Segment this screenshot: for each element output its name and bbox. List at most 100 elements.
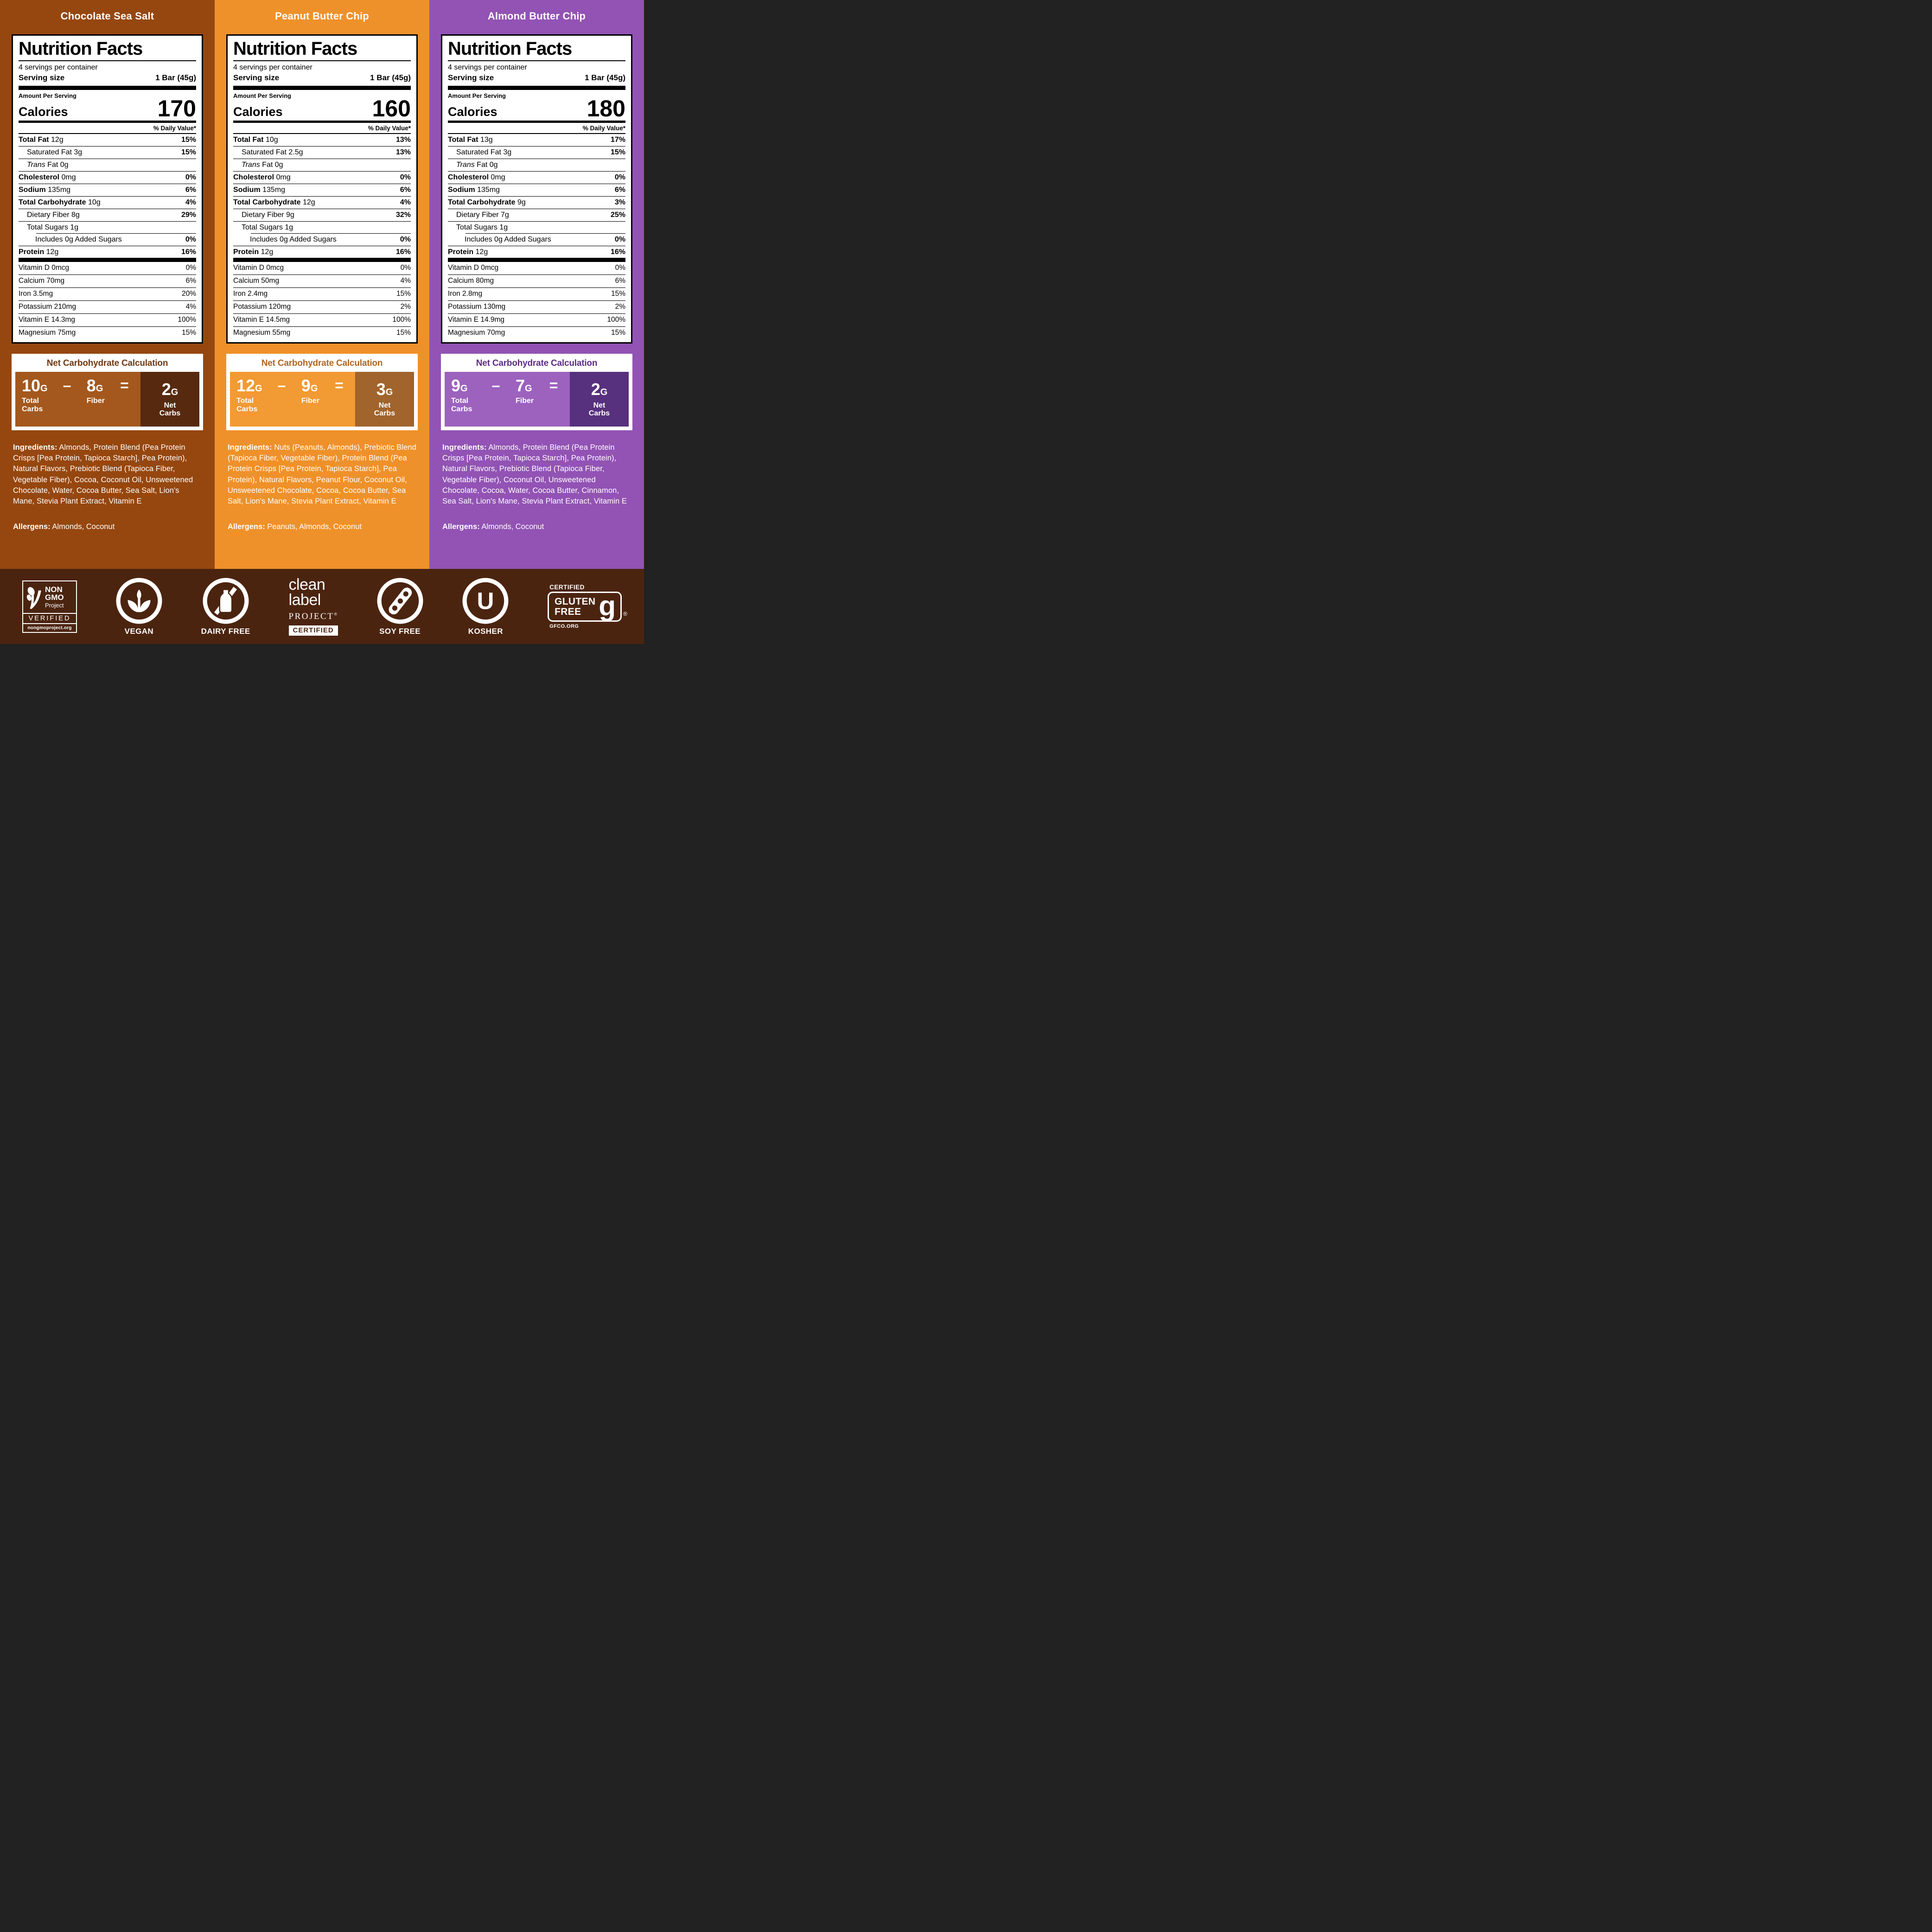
calories-row: Calories 160 xyxy=(233,97,411,121)
gluten-free-registered-mark: ® xyxy=(623,611,627,617)
divider-bar xyxy=(233,120,411,123)
amount-per-serving-label: Amount Per Serving xyxy=(19,92,77,99)
net-carb-box: Net Carbohydrate Calculation 10G – 8G = … xyxy=(12,354,203,431)
fiber-value: 7G xyxy=(515,376,532,395)
calories-label: Calories xyxy=(233,104,283,119)
total-carbs-value: 9G xyxy=(451,376,468,395)
calories-row: Calories 170 xyxy=(19,95,196,121)
gfco-g-icon: g xyxy=(599,590,616,621)
allergens-label: Allergens: xyxy=(228,522,265,531)
amount-per-serving-label: Amount Per Serving xyxy=(233,92,291,99)
ingredients-list: Almonds, Protein Blend (Pea Protein Cris… xyxy=(13,443,193,505)
fiber-value: 8G xyxy=(86,376,103,395)
non-gmo-project-badge: NON GMO Project VERIFIED nongmoproject.o… xyxy=(22,580,77,633)
ingredients-list: Almonds, Protein Blend (Pea Protein Cris… xyxy=(442,443,627,505)
net-carb-title: Net Carbohydrate Calculation xyxy=(46,358,168,369)
nutrient-row: Cholesterol 0mg 0% xyxy=(233,172,411,184)
calories-value: 180 xyxy=(587,95,625,121)
total-carbs-label: Total Carbs xyxy=(236,397,258,413)
micronutrient-row: Vitamin E 14.3mg 100% xyxy=(19,314,196,327)
gluten-free-word2: FREE xyxy=(555,606,581,617)
allergens-list: Almonds, Coconut xyxy=(52,522,115,531)
net-carb-title: Net Carbohydrate Calculation xyxy=(261,358,383,369)
fiber-label: Fiber xyxy=(515,397,534,405)
micronutrient-rows: Vitamin D 0mcg 0% Calcium 80mg 6% Iron 2.8mg… xyxy=(448,262,625,338)
divider-bar xyxy=(19,120,196,123)
divider-bar xyxy=(448,85,625,90)
net-carb-equation: 9G – 7G = Total Carbs Fiber xyxy=(445,372,570,427)
nutrient-row: Cholesterol 0mg 0% xyxy=(19,172,196,184)
calories-value: 170 xyxy=(157,95,196,121)
fiber-label: Fiber xyxy=(301,397,319,405)
nutrient-row: Saturated Fat 3g 15% xyxy=(448,147,625,159)
amount-per-serving-label: Amount Per Serving xyxy=(448,92,506,99)
clean-label-project-text: PROJECT® xyxy=(289,612,338,622)
nutrient-row: Sodium 135mg 6% xyxy=(19,184,196,197)
micronutrient-row: Calcium 80mg 6% xyxy=(448,275,625,288)
nutrition-facts-title: Nutrition Facts xyxy=(19,39,196,61)
micronutrient-row: Vitamin D 0mcg 0% xyxy=(19,262,196,275)
serving-size-value: 1 Bar (45g) xyxy=(155,73,196,82)
calories-row: Calories 180 xyxy=(448,95,625,121)
non-gmo-wordmark: NON GMO Project xyxy=(45,586,64,608)
micronutrient-row: Vitamin E 14.9mg 100% xyxy=(448,314,625,327)
nutrient-row: Total Sugars 1g xyxy=(233,222,411,234)
serving-size-value: 1 Bar (45g) xyxy=(585,73,625,82)
net-carbs-value: 2G xyxy=(161,379,179,399)
micronutrient-row: Vitamin D 0mcg 0% xyxy=(233,262,411,275)
ingredients-label: Ingredients: xyxy=(228,443,272,452)
allergens-label: Allergens: xyxy=(442,522,480,531)
nutrient-row: Protein 12g 16% xyxy=(19,248,196,256)
non-gmo-url-text: nongmoproject.org xyxy=(27,625,72,631)
calories-label: Calories xyxy=(448,104,497,119)
equals-sign: = xyxy=(549,377,558,394)
nutrient-rows: Total Fat 13g 17% Saturated Fat 3g 15% Trans… xyxy=(448,134,625,258)
flavor-panel: Peanut Butter Chip Nutrition Facts 4 ser… xyxy=(215,0,429,569)
nutrient-row: Sodium 135mg 6% xyxy=(448,184,625,197)
nutrient-row: Total Sugars 1g xyxy=(448,222,625,234)
non-gmo-seal: NON GMO Project VERIFIED nongmoproject.o… xyxy=(22,580,77,633)
net-carb-box: Net Carbohydrate Calculation 9G – 7G = T… xyxy=(441,354,632,431)
nutrient-row: Total Carbohydrate 9g 3% xyxy=(448,197,625,209)
nutrient-row: Total Carbohydrate 10g 4% xyxy=(19,197,196,209)
net-carbs-label: Net Carbs xyxy=(588,401,610,418)
equals-sign: = xyxy=(120,377,129,394)
nutrient-row: Dietary Fiber 7g 25% xyxy=(448,209,625,222)
minus-sign: – xyxy=(63,377,71,394)
nutrient-row: Saturated Fat 3g 15% xyxy=(19,147,196,159)
flavor-panel: Chocolate Sea Salt Nutrition Facts 4 ser… xyxy=(0,0,215,569)
nutrient-row: Trans Fat 0g xyxy=(233,159,411,172)
ingredients-label: Ingredients: xyxy=(442,443,487,452)
flavor-panel: Almond Butter Chip Nutrition Facts 4 ser… xyxy=(429,0,644,569)
nutrient-row: Dietary Fiber 8g 29% xyxy=(19,209,196,222)
net-carbs-label: Net Carbs xyxy=(374,401,395,418)
micronutrient-row: Magnesium 55mg 15% xyxy=(233,329,411,337)
calories-label: Calories xyxy=(19,104,68,119)
soy-free-badge: SOY FREE xyxy=(376,577,424,636)
flavor-title: Chocolate Sea Salt xyxy=(60,10,154,22)
butterfly-icon xyxy=(26,587,41,609)
divider-bar xyxy=(19,85,196,90)
clean-label-project-badge: clean label PROJECT® CERTIFIED xyxy=(288,577,338,636)
divider-bar xyxy=(448,120,625,123)
minus-sign: – xyxy=(277,377,286,394)
micronutrient-row: Magnesium 70mg 15% xyxy=(448,329,625,337)
flavor-title: Almond Butter Chip xyxy=(487,10,586,22)
micronutrient-row: Iron 3.5mg 20% xyxy=(19,288,196,301)
nutrient-rows: Total Fat 12g 15% Saturated Fat 3g 15% Trans… xyxy=(19,134,196,258)
net-carbs-value: 3G xyxy=(376,379,393,399)
clean-label-certified-text: CERTIFIED xyxy=(288,625,338,636)
daily-value-header: % Daily Value* xyxy=(448,123,625,134)
net-carbs-value: 2G xyxy=(591,379,608,399)
net-carb-calculation: 10G – 8G = Total Carbs Fiber 2G Net Carb… xyxy=(15,372,199,427)
kosher-label: KOSHER xyxy=(468,626,503,636)
vegan-badge: VEGAN xyxy=(115,577,163,636)
micronutrient-rows: Vitamin D 0mcg 0% Calcium 50mg 4% Iron 2.4mg… xyxy=(233,262,411,338)
serving-size-row: Serving size 1 Bar (45g) xyxy=(448,72,625,86)
nutrient-row: Trans Fat 0g xyxy=(448,159,625,172)
divider-bar xyxy=(233,85,411,90)
nutrient-row: Cholesterol 0mg 0% xyxy=(448,172,625,184)
kosher-u-icon: U xyxy=(462,578,509,624)
serving-size-label: Serving size xyxy=(19,73,65,82)
ingredients-text: Ingredients: Almonds, Protein Blend (Pea… xyxy=(429,442,644,507)
